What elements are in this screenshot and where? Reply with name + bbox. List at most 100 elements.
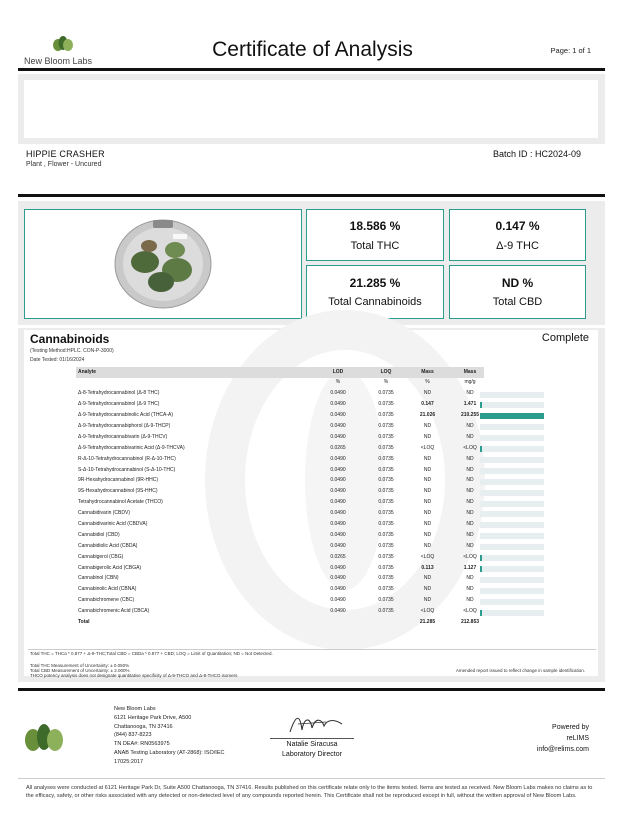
signer-title: Laboratory Director — [282, 751, 342, 758]
mass-pct-cell: ND — [423, 575, 432, 582]
mass-mg-cell: <LOQ — [463, 444, 477, 451]
analyte-cell: R-Δ-10-Tetrahydrocannabinol (R-Δ-10-THC) — [78, 455, 176, 462]
powered-label: Powered by — [552, 724, 589, 731]
lod-cell: 0.0490 — [330, 531, 346, 538]
analyte-cell: Cannabidivarin (CBDV) — [78, 510, 130, 517]
powered-by: Powered by reLIMS info@relims.com — [537, 722, 589, 755]
thco-note: THCO potency analysis does not designate… — [30, 673, 238, 678]
loq-cell: 0.0735 — [378, 401, 394, 408]
table-row: Tetrahydrocannabinol Acetate (THCO) 0.049… — [76, 497, 495, 508]
powered-email[interactable]: info@relims.com — [536, 746, 589, 753]
loq-cell: 0.0735 — [378, 510, 394, 517]
level-bar — [480, 500, 544, 507]
mass-pct-cell: ND — [423, 466, 432, 473]
product-name: HIPPIE CRASHER — [26, 149, 105, 159]
mass-pct-cell: <LOQ — [420, 608, 435, 615]
total-mg: 212.853 — [460, 619, 480, 626]
leaf-icon — [53, 36, 73, 51]
table-row: Δ-8-Tetrahydrocannabinol (Δ-8 THC) 0.0490… — [76, 388, 495, 399]
address-line: 6121 Heritage Park Drive, A500 — [114, 714, 192, 721]
mass-pct-cell: ND — [423, 423, 432, 429]
level-bar-fill — [480, 555, 482, 561]
unit-cell: mg/g — [464, 379, 476, 386]
signature — [289, 717, 343, 733]
mass-mg-cell: ND — [466, 477, 474, 484]
mass-mg-cell: ND — [466, 521, 474, 528]
mass-mg-cell: <LOQ — [463, 608, 477, 615]
stat-card-total-cbd: ND % Total CBD — [449, 265, 586, 319]
disclaimer: All analyses were conducted at 6121 Heri… — [26, 785, 593, 800]
level-bar-fill — [480, 402, 482, 409]
stat-label: Δ-9 THC — [496, 240, 539, 252]
address-line: Chattanooga, TN 37416 — [114, 723, 173, 730]
total-empty — [314, 617, 362, 628]
loq-cell: 0.0735 — [378, 553, 394, 560]
loq-cell: 0.0735 — [378, 531, 394, 538]
lod-cell: 0.0490 — [330, 390, 346, 397]
analyte-cell: Cannabichromene (CBC) — [78, 597, 135, 604]
analyte-cell: Cannabigerol (CBG) — [78, 553, 124, 560]
lod-cell: 0.0265 — [330, 553, 346, 560]
mass-pct-cell: ND — [423, 597, 432, 604]
level-bar-fill — [480, 609, 482, 616]
loq-cell: 0.0735 — [378, 444, 394, 451]
total-pct: 21.285 — [419, 619, 436, 626]
level-bar — [480, 565, 544, 572]
table-row: Δ-9-Tetrahydrocannabivarinic Acid (Δ-9-T… — [76, 442, 495, 453]
mass-mg-cell: ND — [466, 455, 474, 462]
lod-cell: 0.0490 — [330, 521, 346, 528]
date-tested: Date Tested: 01/16/2024 — [30, 357, 85, 363]
table-row: R-Δ-10-Tetrahydrocannabinol (R-Δ-10-THC)… — [76, 453, 495, 464]
address-line: 17025:2017 — [114, 758, 144, 765]
col-loq: LOQ — [380, 369, 392, 375]
analyte-cell: Cannabinol (CBN) — [78, 575, 119, 582]
level-bar — [480, 478, 544, 485]
level-bar — [480, 424, 544, 431]
signer-name: Natalie Siracusa — [286, 741, 338, 748]
analyte-cell: Cannabigerolic Acid (CBGA) — [78, 564, 142, 571]
loq-cell: 0.0735 — [378, 390, 394, 397]
mass-pct-cell: ND — [423, 390, 432, 397]
level-bar-fill — [480, 413, 544, 420]
table-header-bar — [76, 367, 484, 378]
table-row: Cannabidiol (CBD) 0.0490 0.0735 ND ND — [76, 529, 495, 540]
level-bar — [480, 511, 544, 518]
mass-mg-cell: ND — [466, 510, 474, 517]
loq-cell: 0.0735 — [378, 575, 394, 582]
lod-cell: 0.0490 — [330, 412, 346, 419]
stat-card-d9-thc: 0.147 % Δ-9 THC — [449, 209, 586, 261]
mass-mg-cell: ND — [466, 586, 474, 593]
table-row: Δ-9-Tetrahydrocannabiphorol (Δ-9-THCP) 0.… — [76, 421, 495, 432]
table-row: Cannabinol (CBN) 0.0490 0.0735 ND ND — [76, 573, 495, 584]
stat-label: Total CBD — [492, 296, 543, 308]
table-row: Cannabigerolic Acid (CBGA) 0.0490 0.0735 0.… — [76, 562, 495, 573]
level-bar — [480, 435, 544, 442]
unit-cell: % — [383, 379, 389, 386]
summary-panel: 18.586 % Total THC 0.147 % Δ-9 THC 21.28… — [18, 201, 605, 325]
results-table: Analyte LOD LOQ Mass Mass % % % mg/g Δ-8… — [76, 367, 495, 627]
mass-pct-cell: ND — [423, 499, 432, 506]
powered-name: reLIMS — [566, 735, 589, 742]
unit-cell: % — [335, 379, 341, 386]
mass-mg-cell: ND — [466, 542, 474, 549]
table-row: Δ-9-Tetrahydrocannabivarin (Δ-9-THCV) 0.0… — [76, 431, 495, 442]
total-label: Total — [78, 619, 90, 626]
analyte-cell: Cannabidivarinic Acid (CBDVA) — [78, 521, 148, 528]
loq-cell: 0.0735 — [378, 477, 394, 484]
lod-cell: 0.0490 — [330, 455, 346, 462]
mass-mg-cell: 1.127 — [463, 564, 477, 571]
disclaimer-rule — [18, 778, 605, 779]
level-bar — [480, 489, 544, 496]
col-analyte: Analyte — [78, 369, 97, 375]
level-bar — [480, 522, 544, 529]
lod-cell: 0.0490 — [330, 586, 346, 593]
mass-pct-cell: ND — [423, 542, 432, 549]
table-row: Cannabidiolic Acid (CBDA) 0.0490 0.0735 ND N… — [76, 540, 495, 551]
uncertainty-cbd: Total CBD Measurement of Uncertainty: ± … — [30, 668, 130, 673]
sample-photo-frame — [24, 209, 302, 319]
batch-id: Batch ID : HC2024-09 — [492, 149, 581, 159]
lod-cell: 0.0490 — [330, 542, 346, 549]
footer-rule — [18, 688, 605, 691]
loq-cell: 0.0735 — [378, 586, 394, 593]
col-lod: LOD — [332, 369, 344, 375]
